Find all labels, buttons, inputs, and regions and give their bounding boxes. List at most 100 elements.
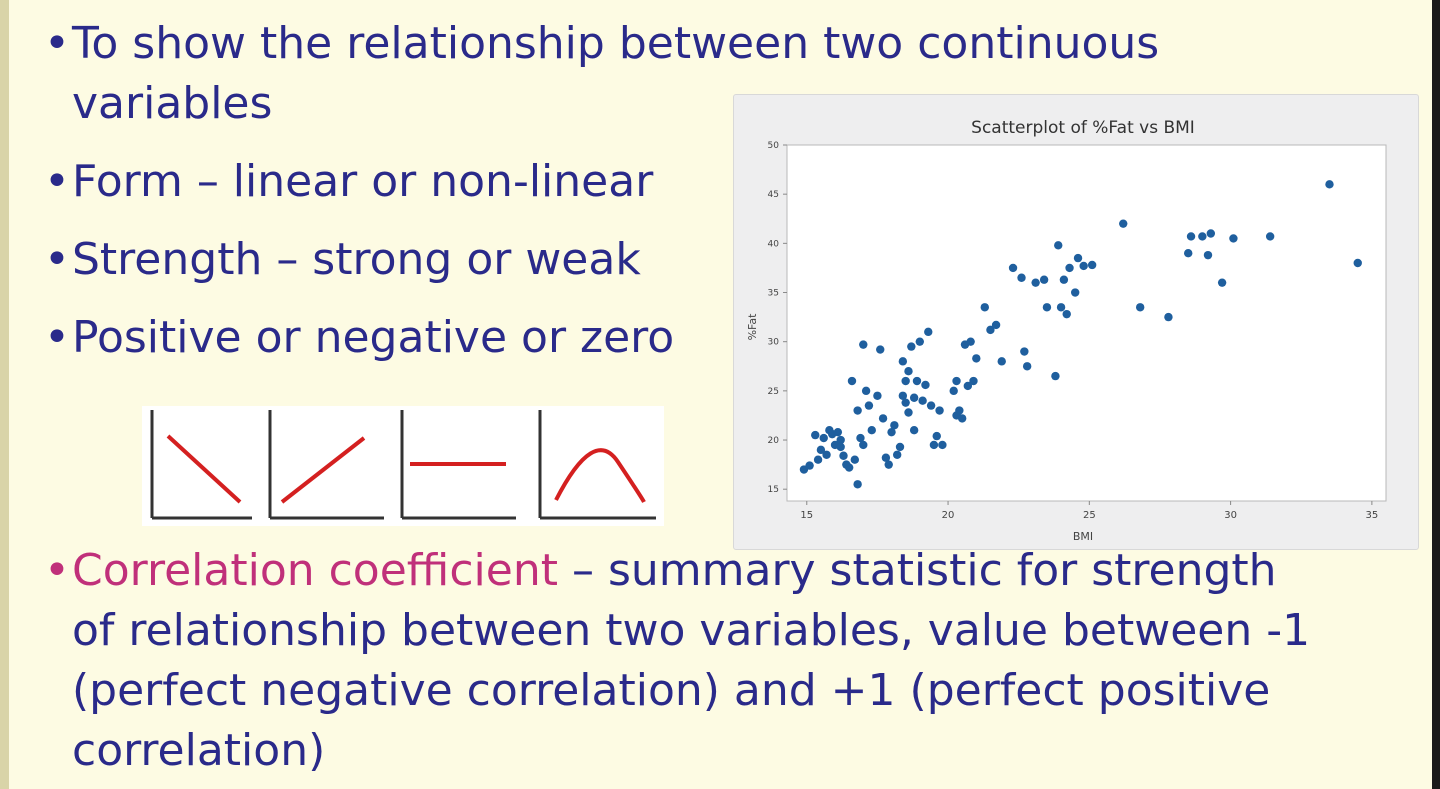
data-point xyxy=(991,320,1001,330)
chart-title: Scatterplot of %Fat vs BMI xyxy=(971,118,1195,138)
data-points xyxy=(799,180,1362,489)
data-point xyxy=(921,380,930,390)
data-point xyxy=(898,391,908,400)
data-point xyxy=(929,440,939,450)
data-point xyxy=(1039,275,1049,284)
correlation-coefficient-term: Correlation coefficient xyxy=(72,545,558,596)
data-point xyxy=(1119,219,1128,228)
data-point xyxy=(1070,288,1080,297)
data-point xyxy=(1073,253,1083,263)
x-axis-label: BMI xyxy=(1073,530,1093,543)
correlation-definition-line3: (perfect negative correlation) and +1 (p… xyxy=(72,665,1271,716)
positive-linear-icon xyxy=(268,410,384,520)
data-point xyxy=(1008,263,1018,273)
data-point xyxy=(1087,260,1097,270)
data-point xyxy=(1206,229,1216,238)
data-point xyxy=(980,303,989,312)
data-point xyxy=(1135,303,1145,312)
data-point xyxy=(1164,312,1173,322)
y-axis: 15 20 25 30 35 40 45 50 xyxy=(768,141,787,495)
data-point xyxy=(819,433,828,443)
y-tick-label: 40 xyxy=(768,239,780,249)
data-point xyxy=(1265,232,1275,241)
bullet-relationship-line1: To show the relationship between two con… xyxy=(72,18,1160,69)
x-axis: 15 20 25 30 35 xyxy=(800,501,1378,521)
data-point xyxy=(901,376,910,386)
data-point xyxy=(887,427,896,437)
data-point xyxy=(909,425,919,435)
data-point xyxy=(1059,275,1069,284)
data-point xyxy=(898,357,908,366)
bullet-form-text: Form – linear or non-linear xyxy=(72,156,654,207)
y-axis-label: %Fat xyxy=(746,313,759,341)
data-point xyxy=(918,396,927,405)
data-point xyxy=(966,337,975,346)
data-point xyxy=(884,460,893,469)
y-tick-label: 30 xyxy=(768,338,780,348)
slide-left-edge xyxy=(0,0,9,789)
data-point xyxy=(836,442,845,452)
data-point xyxy=(1353,258,1362,268)
data-point xyxy=(867,425,876,435)
data-point xyxy=(949,386,958,396)
plot-area xyxy=(786,144,1387,502)
data-point xyxy=(932,431,941,441)
data-point xyxy=(881,453,891,462)
data-point xyxy=(822,450,831,459)
data-point xyxy=(912,376,922,386)
data-point xyxy=(972,354,981,363)
data-point xyxy=(853,480,862,489)
data-point xyxy=(890,421,899,430)
bullet-direction-text: Positive or negative or zero xyxy=(72,312,675,363)
data-point xyxy=(1042,303,1052,312)
data-point xyxy=(924,327,933,337)
data-point xyxy=(892,450,902,459)
data-point xyxy=(1203,250,1213,260)
data-point xyxy=(1017,273,1026,282)
slide-right-edge xyxy=(1432,0,1440,789)
data-point xyxy=(915,337,924,346)
data-point xyxy=(1062,309,1071,319)
bullet-relationship-line2: variables xyxy=(72,78,273,129)
data-point xyxy=(904,408,913,417)
scatterplot-panel: Scatterplot of %Fat vs BMI 15 20 25 30 35 15… xyxy=(733,94,1419,550)
data-point xyxy=(811,430,820,440)
x-tick-label: 15 xyxy=(800,510,813,521)
y-tick-label: 15 xyxy=(768,485,779,495)
data-point xyxy=(1217,278,1227,287)
data-point xyxy=(853,406,862,415)
scatterplot-svg: Scatterplot of %Fat vs BMI 15 20 25 30 35 15… xyxy=(746,118,1387,543)
data-point xyxy=(864,401,874,410)
data-point xyxy=(847,376,857,386)
non-linear-curve-icon xyxy=(538,410,656,520)
data-point xyxy=(878,414,888,423)
data-point xyxy=(1079,261,1088,271)
correlation-pattern-icons xyxy=(142,406,664,526)
data-point xyxy=(895,442,905,452)
data-point xyxy=(856,433,865,443)
data-point xyxy=(1056,303,1066,312)
data-point xyxy=(935,406,944,415)
data-point xyxy=(816,445,826,455)
bullet-dot: • xyxy=(44,156,70,207)
zero-flat-icon xyxy=(400,410,516,520)
data-point xyxy=(1051,371,1060,381)
data-point xyxy=(859,340,868,349)
correlation-definition-line4: correlation) xyxy=(72,725,326,776)
data-point xyxy=(1198,232,1207,241)
data-point xyxy=(969,376,978,386)
x-tick-label: 35 xyxy=(1366,510,1379,521)
data-point xyxy=(907,342,916,351)
bullet-dot: • xyxy=(44,545,70,596)
data-point xyxy=(957,414,967,423)
data-point xyxy=(844,463,854,472)
data-point xyxy=(813,455,823,464)
data-point xyxy=(1031,278,1040,287)
bullet-direction: •Positive or negative or zero xyxy=(44,308,674,368)
data-point xyxy=(1184,248,1193,258)
y-tick-label: 50 xyxy=(768,141,780,151)
y-tick-label: 35 xyxy=(768,289,779,299)
bullet-relationship: •To show the relationship between two co… xyxy=(44,14,1159,134)
data-point xyxy=(1022,362,1032,371)
data-point xyxy=(952,376,961,386)
